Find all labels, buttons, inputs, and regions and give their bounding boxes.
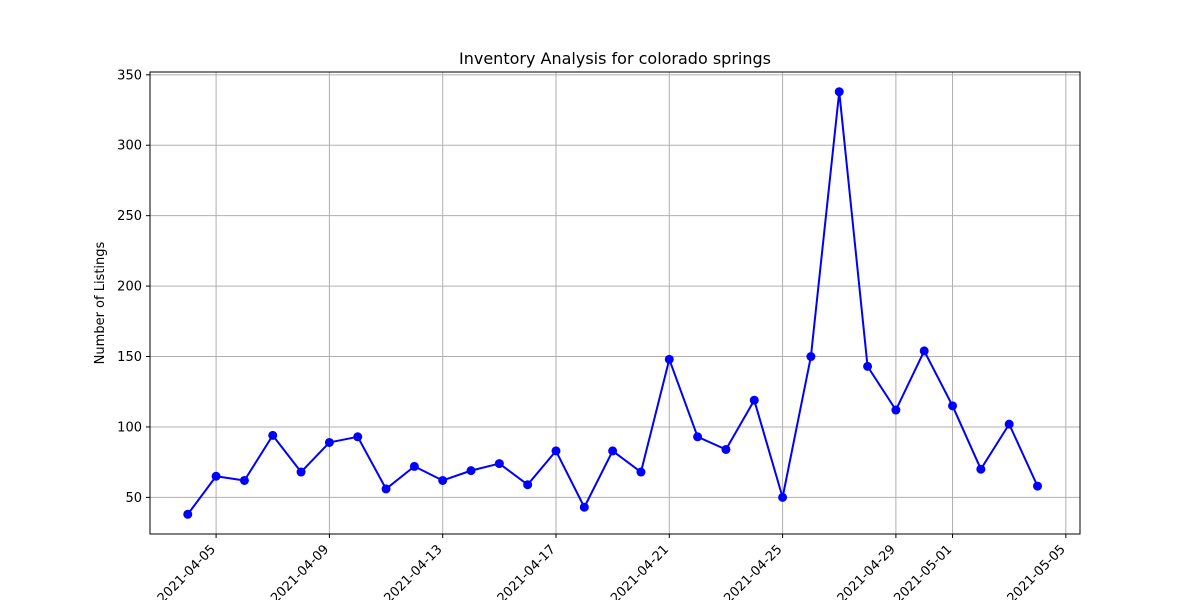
data-point	[749, 395, 759, 405]
data-point	[239, 475, 249, 485]
y-tick-label: 150	[117, 350, 142, 365]
data-point	[806, 352, 816, 362]
data-point	[466, 466, 476, 476]
data-point	[1033, 481, 1043, 491]
data-point	[1004, 419, 1014, 429]
data-point	[579, 502, 589, 512]
data-point	[183, 509, 193, 519]
data-point	[891, 405, 901, 415]
data-point	[863, 361, 873, 371]
y-tick-label: 100	[117, 420, 142, 435]
y-tick-label: 50	[125, 491, 142, 506]
data-point	[636, 467, 646, 477]
grid	[150, 72, 1080, 534]
data-point	[608, 446, 618, 456]
data-point	[268, 430, 278, 440]
y-tick-label: 300	[117, 139, 142, 154]
data-point	[211, 471, 221, 481]
y-tick-label: 250	[117, 209, 142, 224]
y-tick-label: 350	[117, 68, 142, 83]
data-point	[381, 484, 391, 494]
plot-frame	[149, 71, 1081, 535]
data-point	[438, 475, 448, 485]
data-point	[523, 480, 533, 490]
data-point	[664, 354, 674, 364]
data-point	[948, 401, 958, 411]
data-point	[778, 492, 788, 502]
series-layer	[183, 87, 1043, 519]
data-point	[494, 459, 504, 469]
y-axis-label: Number of Listings	[93, 241, 108, 364]
data-point	[693, 432, 703, 442]
data-point	[834, 87, 844, 97]
chart-title: Inventory Analysis for colorado springs	[459, 49, 771, 68]
data-point	[721, 444, 731, 454]
data-point	[919, 346, 929, 356]
y-tick-label: 200	[117, 280, 142, 295]
data-point	[296, 467, 306, 477]
data-point	[409, 461, 419, 471]
data-point	[976, 464, 986, 474]
data-point	[324, 437, 334, 447]
data-point	[353, 432, 363, 442]
data-point	[551, 446, 561, 456]
